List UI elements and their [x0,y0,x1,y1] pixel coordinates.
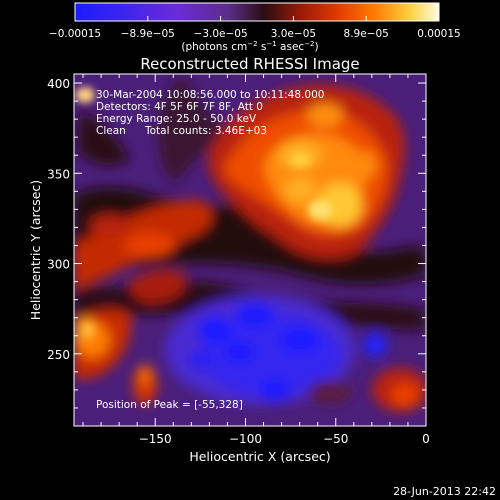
image-title: Reconstructed RHESSI Image [140,55,359,73]
x-axis-label: Heliocentric X (arcsec) [189,449,330,464]
info-detectors: Detectors: 4F 5F 6F 7F 8F, Att 0 [96,101,263,113]
colorbar-tick-label: −0.00015 [49,28,101,40]
x-axis-ticks: −150 −100 −50 0 [82,74,430,446]
info-total-counts: Total counts: 3.46E+03 [144,125,267,137]
y-tick-label: 400 [47,77,70,91]
y-tick-label: 350 [47,167,70,181]
colorbar-tick-label: −3.0e−05 [194,28,248,40]
plot-frame [73,73,427,427]
info-time-range: 30-Mar-2004 10:08:56.000 to 10:11:48.000 [96,89,324,101]
x-tick-label: −100 [229,432,262,446]
heatmap-image [74,74,426,426]
colorbar-ticks: −0.00015 −8.9e−05 −3.0e−05 3.0e−05 8.9e−05 0.… [49,16,461,40]
y-axis-label: Heliocentric Y (arcsec) [28,180,43,320]
colorbar-units-label: (photons cm−2 s−1 asec−2) [181,40,318,53]
y-tick-label: 300 [47,258,70,272]
x-tick-label: −50 [323,432,348,446]
info-clean-label: Clean [96,125,126,137]
x-tick-label: −150 [139,432,172,446]
info-energy-range: Energy Range: 25.0 - 50.0 keV [96,113,257,125]
footer-timestamp: 28-Jun-2013 22:42 [393,485,496,498]
colorbar-tick-label: −8.9e−05 [121,28,175,40]
y-tick-label: 250 [47,348,70,362]
colorbar-tick-label: 3.0e−05 [271,28,316,40]
colorbar [74,2,440,22]
y-axis-ticks: 250 300 350 400 [47,77,426,427]
colorbar-tick-label: 8.9e−05 [344,28,389,40]
info-overlay: 30-Mar-2004 10:08:56.000 to 10:11:48.000… [96,89,324,411]
x-tick-label: 0 [422,432,430,446]
colorbar-tick-label: 0.00015 [417,28,460,40]
peak-position: Position of Peak = [-55,328] [96,399,243,411]
